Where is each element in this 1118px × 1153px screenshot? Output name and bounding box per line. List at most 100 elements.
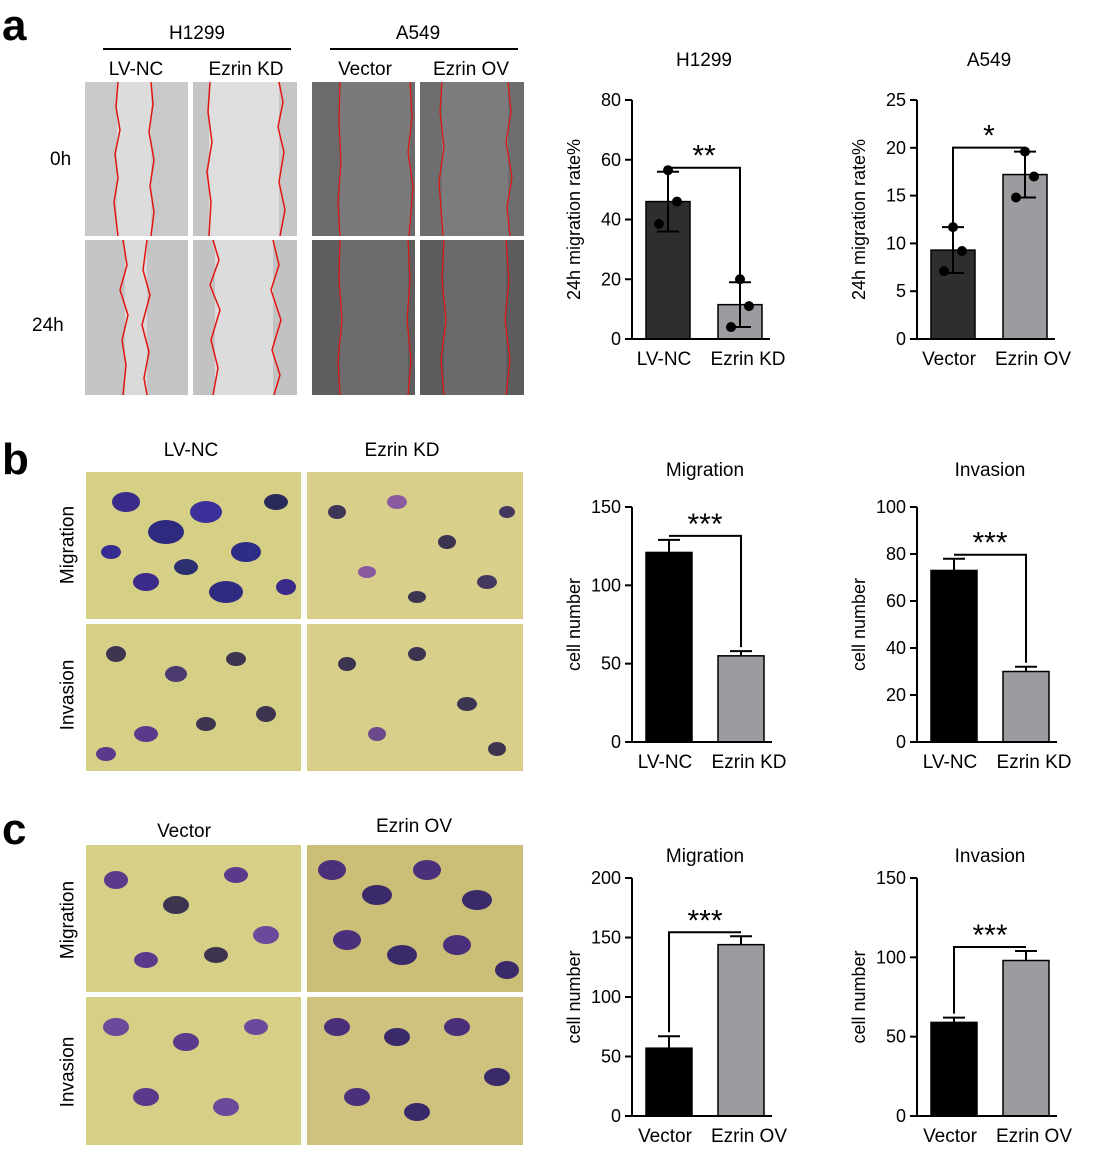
y-tick-label: 50 [601, 654, 621, 674]
bar-ezrin-ov [1002, 173, 1048, 340]
chart-title: Migration [666, 846, 744, 867]
row-label-c-migration: Migration [57, 880, 79, 960]
group-line-h1299 [103, 48, 291, 50]
chart-title: A549 [967, 50, 1011, 71]
data-point [948, 222, 958, 233]
y-tick-label: 0 [896, 1106, 906, 1126]
wound-image-ezrinov-24h [420, 240, 524, 395]
y-tick-label: 150 [591, 497, 621, 517]
significance-bracket [953, 945, 1026, 1014]
wound-image-lvnc-0h [85, 82, 188, 236]
transwell-image-b-lvnc-invasion [86, 624, 301, 771]
col-label-b-ezrin-kd: Ezrin KD [364, 440, 440, 461]
data-point [1011, 192, 1021, 203]
transwell-image-b-ezrinkd-invasion [307, 624, 523, 771]
wound-image-ezrinkd-0h [193, 82, 297, 236]
y-tick-label: 20 [886, 138, 906, 158]
y-tick-label: 25 [886, 90, 906, 110]
significance-label: *** [687, 508, 722, 541]
significance-bracket [668, 931, 741, 1033]
y-tick-label: 15 [886, 186, 906, 206]
col-label-ezrin-ov: Ezrin OV [432, 59, 510, 80]
data-point [1020, 146, 1030, 157]
wound-image-ezrinkd-24h [193, 240, 297, 395]
y-tick-label: 20 [601, 269, 621, 289]
wound-image-vector-24h [312, 240, 415, 395]
significance-label: * [983, 120, 995, 153]
x-tick-label: LV-NC [638, 752, 693, 773]
panel-letter-c: c [2, 805, 27, 854]
data-point [1029, 171, 1039, 182]
row-label-0h: 0h [50, 149, 72, 170]
significance-bracket [669, 534, 742, 648]
col-label-lv-nc: LV-NC [108, 59, 164, 80]
bar-lv-nc [930, 569, 978, 743]
y-tick-label: 100 [876, 497, 906, 517]
y-tick-label: 50 [886, 1027, 906, 1047]
transwell-image-c-ezrinov-migration [307, 845, 523, 992]
significance-label: *** [972, 527, 1007, 560]
row-label-b-migration: Migration [57, 505, 79, 585]
significance-bracket [668, 166, 741, 279]
y-axis-label: cell number [564, 950, 584, 1043]
x-tick-label: LV-NC [637, 349, 692, 370]
y-tick-label: 0 [896, 732, 906, 752]
transwell-image-b-lvnc-migration [86, 472, 301, 619]
bar-lv-nc [645, 551, 693, 743]
chart-c1-migration-cell-number: Migration cell number 0 50 100 150 200 Vector Ez… [564, 846, 787, 1147]
chart-title: Invasion [955, 460, 1026, 481]
y-tick-label: 5 [896, 281, 906, 301]
row-label-24h: 24h [32, 315, 64, 336]
y-tick-label: 0 [611, 732, 621, 752]
significance-label: *** [687, 904, 722, 937]
transwell-image-c-ezrinov-invasion [307, 997, 523, 1145]
x-tick-label: Vector [638, 1126, 693, 1147]
bar-vector [645, 1047, 693, 1117]
group-label-h1299: H1299 [169, 23, 225, 44]
col-label-b-lv-nc: LV-NC [163, 440, 219, 461]
transwell-image-c-vector-migration [86, 845, 301, 992]
significance-bracket [954, 553, 1027, 663]
col-label-ezrin-kd: Ezrin KD [208, 59, 284, 80]
bar-vector [930, 1021, 978, 1117]
wound-image-ezrinov-0h [420, 82, 524, 236]
chart-title: H1299 [676, 50, 732, 71]
transwell-image-b-ezrinkd-migration [307, 472, 523, 619]
y-axis-label: 24h migration rate% [849, 139, 869, 300]
panel-letter-a: a [2, 1, 27, 50]
row-label-c-invasion: Invasion [57, 1036, 79, 1108]
y-axis-label: cell number [849, 950, 869, 1043]
y-tick-label: 100 [876, 947, 906, 967]
bar-ezrin-ov [717, 943, 765, 1117]
col-label-c-ezrin-ov: Ezrin OV [375, 816, 453, 837]
y-tick-label: 10 [886, 233, 906, 253]
group-label-a549: A549 [395, 23, 441, 44]
transwell-image-c-vector-invasion [86, 997, 301, 1145]
row-label-b-invasion: Invasion [57, 659, 79, 731]
bar-ezrin-kd [717, 655, 765, 743]
y-tick-label: 100 [591, 987, 621, 1007]
group-line-a549 [330, 48, 518, 50]
y-tick-label: 150 [876, 868, 906, 888]
chart-a1-h1299-migration-rate: H1299 24h migration rate% 0 20 40 60 80 LV-NC Ez… [564, 50, 785, 370]
x-tick-label: Ezrin OV [995, 349, 1071, 370]
y-tick-label: 50 [601, 1047, 621, 1067]
y-tick-label: 0 [611, 1106, 621, 1126]
x-tick-label: Vector [922, 349, 977, 370]
y-tick-label: 60 [886, 591, 906, 611]
bar-ezrin-ov [1002, 959, 1050, 1117]
significance-label: *** [972, 919, 1007, 952]
y-tick-label: 80 [886, 544, 906, 564]
y-tick-label: 40 [886, 638, 906, 658]
panel-letter-b: b [2, 435, 29, 484]
data-point [939, 266, 949, 277]
x-tick-label: Ezrin KD [997, 752, 1072, 773]
data-point [672, 196, 682, 207]
significance-bracket [952, 146, 1025, 224]
y-tick-label: 0 [896, 329, 906, 349]
significance-label: ** [692, 140, 716, 173]
bar-ezrin-kd [1002, 670, 1050, 743]
data-point [744, 301, 754, 312]
data-point [726, 322, 736, 333]
data-point [654, 218, 664, 229]
